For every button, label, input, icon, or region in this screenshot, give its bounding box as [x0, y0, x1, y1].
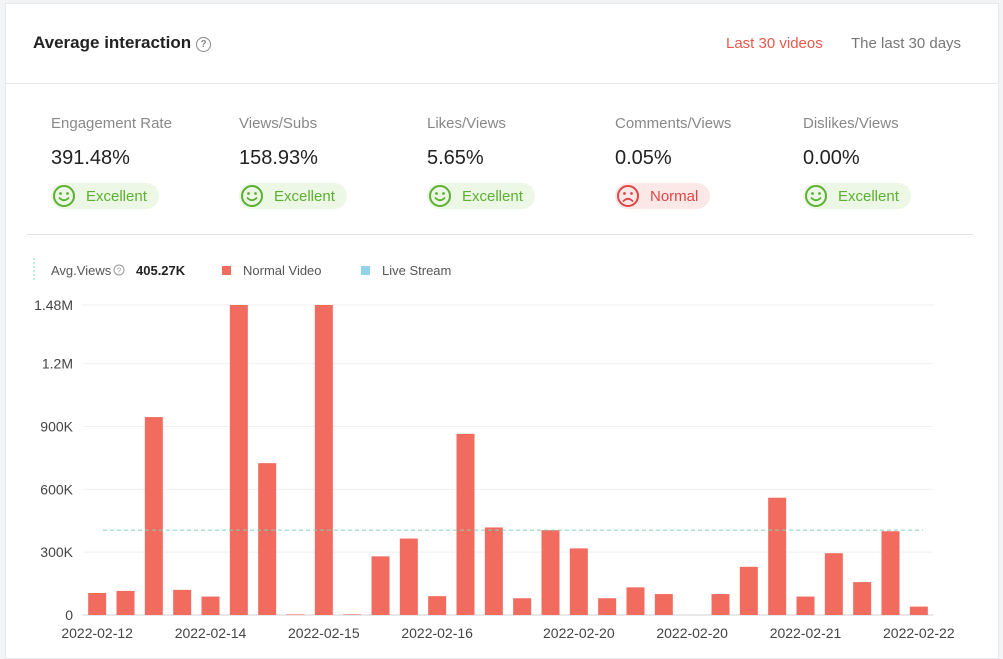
bar[interactable] — [796, 596, 815, 615]
bar[interactable] — [513, 598, 532, 615]
bar[interactable] — [711, 594, 730, 615]
bar[interactable] — [258, 463, 277, 615]
metric-label: Views/Subs — [239, 115, 318, 132]
bar[interactable] — [428, 596, 447, 615]
rating-badge: Excellent — [803, 183, 911, 209]
y-axis: 0 300K 600K 900K 1.2M 1.48M — [34, 297, 74, 623]
legend-normal-label[interactable]: Normal Video — [243, 263, 322, 278]
y-tick-label: 300K — [40, 544, 73, 560]
bar[interactable] — [343, 614, 362, 615]
metric-comments-views: Comments/Views 0.05% Normal — [615, 115, 795, 214]
bar[interactable] — [399, 538, 418, 615]
bar[interactable] — [286, 614, 305, 615]
bar[interactable] — [314, 305, 333, 615]
bar[interactable] — [229, 305, 248, 615]
section-divider — [27, 234, 973, 235]
bar[interactable] — [144, 417, 163, 615]
title-text: Average interaction — [33, 33, 192, 52]
legend-normal-swatch — [222, 266, 231, 275]
y-tick-label: 1.2M — [42, 356, 73, 372]
legend-live-label[interactable]: Live Stream — [382, 263, 451, 278]
tab-last-30-days[interactable]: The last 30 days — [851, 35, 962, 52]
rating-badge: Excellent — [427, 183, 535, 209]
bar[interactable] — [173, 589, 192, 615]
bar[interactable] — [853, 582, 872, 615]
avg-help-mark: ? — [117, 267, 122, 276]
bar[interactable] — [201, 596, 220, 615]
bar[interactable] — [371, 556, 390, 615]
bar[interactable] — [456, 433, 475, 615]
metric-likes-views: Likes/Views 5.65% Excellent — [427, 115, 607, 214]
rating-text: Excellent — [462, 187, 523, 205]
x-axis: 2022-02-12 2022-02-14 2022-02-15 2022-02-16… — [61, 625, 954, 641]
bar[interactable] — [88, 593, 107, 615]
chart-gridlines — [83, 304, 933, 616]
bar[interactable] — [484, 527, 503, 615]
x-tick-label: 2022-02-20 — [656, 625, 728, 641]
bar[interactable] — [739, 566, 758, 615]
rating-badge: Normal — [615, 183, 711, 209]
metric-value: 158.93% — [239, 147, 318, 169]
rating-text: Excellent — [274, 187, 335, 205]
x-tick-label: 2022-02-21 — [770, 625, 842, 641]
average-interaction-card: Average interaction? Last 30 videos The … — [5, 3, 999, 659]
x-tick-label: 2022-02-12 — [61, 625, 133, 641]
smile-icon — [805, 185, 827, 207]
metric-value: 391.48% — [51, 147, 130, 169]
y-tick-label: 600K — [40, 481, 73, 497]
card-header: Average interaction? Last 30 videos The … — [6, 4, 998, 84]
rating-badge: Excellent — [51, 183, 159, 209]
metric-label: Comments/Views — [615, 115, 732, 132]
x-tick-label: 2022-02-22 — [883, 625, 955, 641]
metric-engagement-rate: Engagement Rate 391.48% Excellent — [51, 115, 231, 214]
smile-icon — [429, 185, 451, 207]
sad-face-icon — [617, 185, 639, 207]
metrics-row: Engagement Rate 391.48% Excellent Views/… — [6, 84, 998, 234]
metric-label: Likes/Views — [427, 115, 506, 132]
metric-value: 5.65% — [427, 147, 484, 169]
legend-avg-value: 405.27K — [136, 263, 186, 278]
x-tick-label: 2022-02-15 — [288, 625, 360, 641]
rating-badge: Excellent — [239, 183, 347, 209]
avg-help-icon[interactable] — [113, 264, 125, 276]
views-bar-chart: Avg.Views ? 405.27K Normal Video Live St… — [33, 258, 955, 641]
smile-icon — [53, 185, 75, 207]
bar[interactable] — [598, 598, 617, 615]
metric-value: 0.00% — [803, 147, 860, 169]
help-icon[interactable]: ? — [196, 37, 212, 52]
y-tick-label: 900K — [40, 418, 73, 434]
rating-text: Normal — [650, 187, 699, 205]
legend-live-swatch — [361, 266, 370, 275]
x-tick-label: 2022-02-14 — [175, 625, 247, 641]
bar[interactable] — [626, 587, 645, 615]
metric-label: Dislikes/Views — [803, 115, 899, 132]
x-tick-label: 2022-02-16 — [401, 625, 473, 641]
bar[interactable] — [824, 553, 843, 615]
card-title: Average interaction? — [33, 33, 212, 53]
x-tick-label: 2022-02-20 — [543, 625, 615, 641]
legend-avg-label: Avg.Views — [51, 263, 112, 278]
tab-last-30-videos[interactable]: Last 30 videos — [726, 35, 823, 52]
metric-label: Engagement Rate — [51, 115, 172, 132]
bar[interactable] — [881, 531, 900, 615]
rating-text: Excellent — [86, 187, 147, 205]
metric-views-subs: Views/Subs 158.93% Excellent — [239, 115, 419, 214]
rating-text: Excellent — [838, 187, 899, 205]
y-tick-label: 0 — [65, 607, 73, 623]
chart-legend: Avg.Views ? 405.27K Normal Video Live St… — [33, 258, 451, 280]
bar[interactable] — [768, 497, 787, 615]
bar[interactable] — [654, 594, 673, 615]
metric-value: 0.05% — [615, 147, 672, 169]
bar[interactable] — [541, 530, 560, 615]
bar[interactable] — [569, 548, 588, 615]
y-tick-label: 1.48M — [34, 297, 73, 313]
bar[interactable] — [116, 590, 135, 615]
bar[interactable] — [909, 606, 928, 615]
bar-series — [88, 305, 928, 615]
metric-dislikes-views: Dislikes/Views 0.00% Excellent — [803, 115, 983, 214]
smile-icon — [241, 185, 263, 207]
